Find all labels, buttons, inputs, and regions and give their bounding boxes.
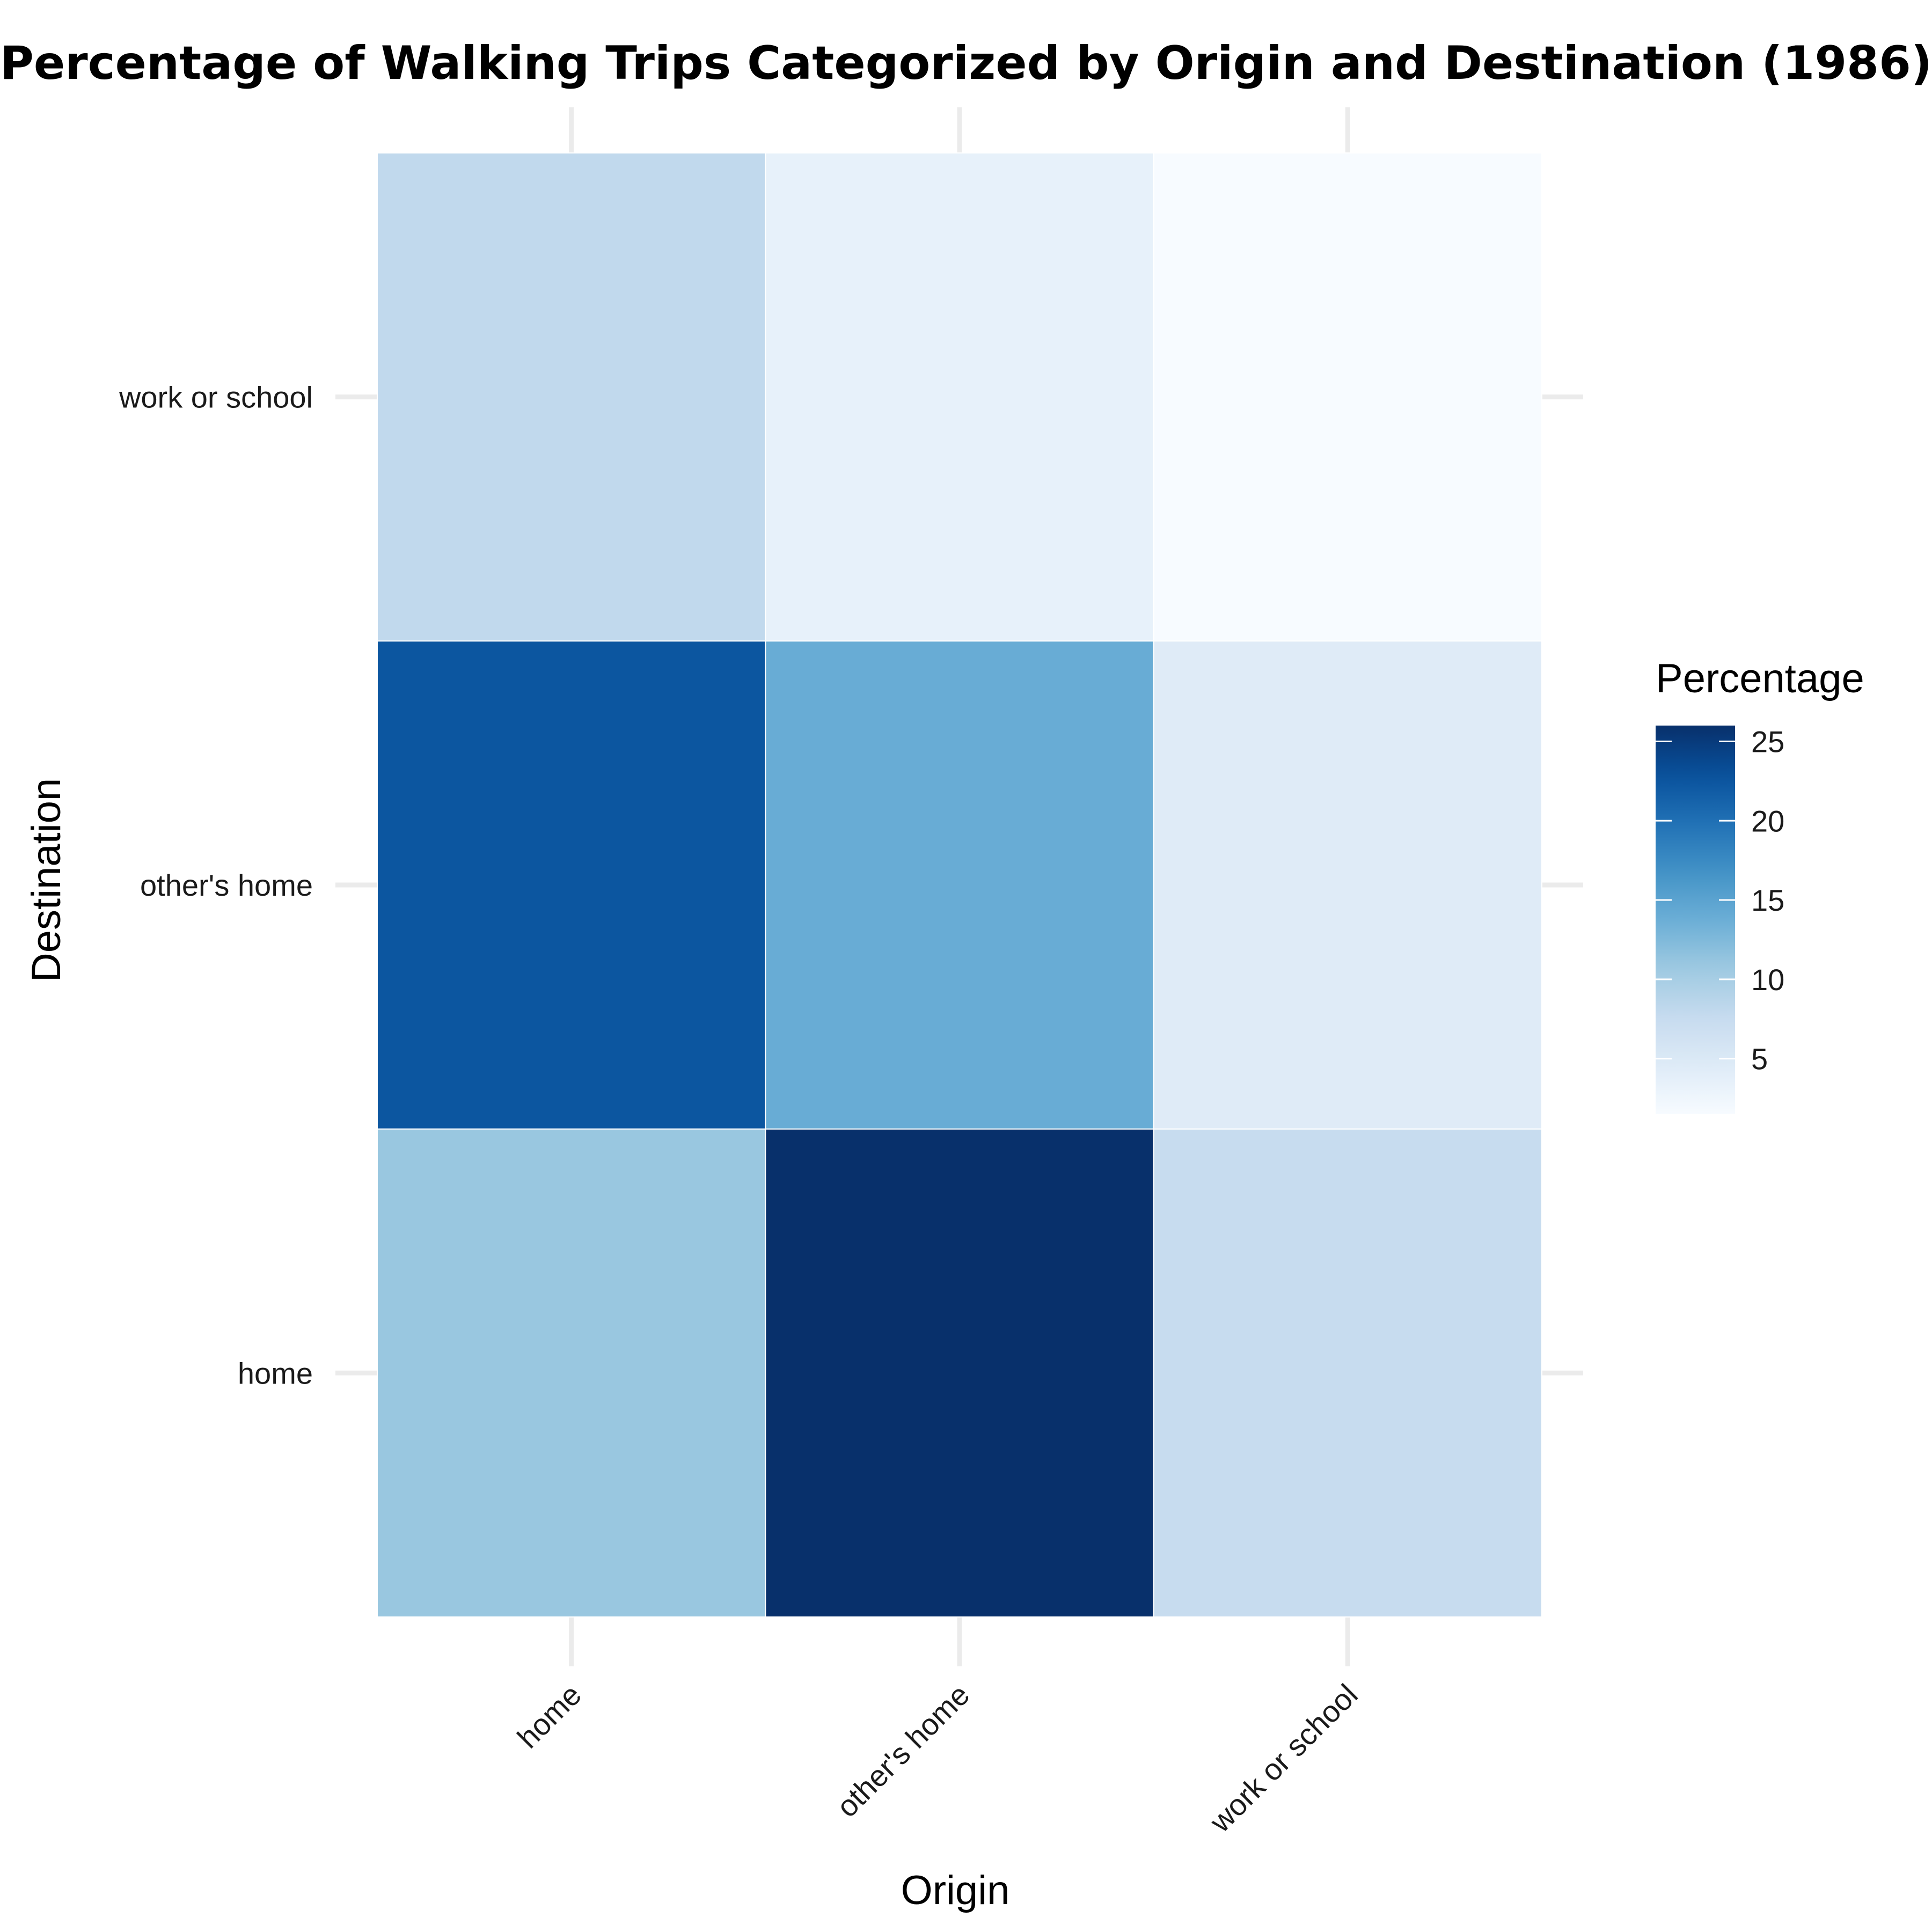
y-tick-label-other-s-home: other's home — [140, 868, 313, 902]
chart-title: Percentage of Walking Trips Categorized … — [0, 36, 1932, 90]
cell-home-to-work-or-school — [377, 152, 766, 642]
cell-other-s-home-to-other-s-home — [765, 640, 1154, 1130]
x-tick-labels: home other's home work or school — [511, 1678, 1364, 1839]
legend-tick-label-25: 25 — [1751, 725, 1784, 759]
cell-work-or-school-to-other-s-home — [1153, 640, 1543, 1130]
legend-colorbar — [1656, 726, 1735, 1114]
heatmap-cells — [377, 152, 1543, 1618]
color-legend: Percentage 5 10 15 20 25 — [1656, 656, 1864, 1114]
legend-tick-label-5: 5 — [1751, 1042, 1768, 1076]
legend-tick-label-15: 15 — [1751, 883, 1784, 917]
x-axis-title: Origin — [901, 1868, 1010, 1913]
y-tick-labels: home other's home work or school — [119, 380, 313, 1391]
legend-title: Percentage — [1656, 656, 1864, 701]
x-tick-label-home: home — [511, 1678, 588, 1755]
x-tick-label-work-or-school: work or school — [1203, 1678, 1364, 1839]
legend-tick-label-20: 20 — [1751, 804, 1784, 838]
legend-tick-label-10: 10 — [1751, 963, 1784, 997]
cell-other-s-home-to-home — [765, 1128, 1154, 1618]
cell-home-to-home — [377, 1128, 766, 1618]
cell-work-or-school-to-home — [1153, 1128, 1543, 1618]
cell-work-or-school-to-work-or-school — [1153, 152, 1543, 642]
x-tick-label-other-s-home: other's home — [830, 1678, 976, 1824]
cell-other-s-home-to-work-or-school — [765, 152, 1154, 642]
y-tick-label-work-or-school: work or school — [119, 380, 313, 414]
y-tick-label-home: home — [238, 1356, 313, 1390]
cell-home-to-other-s-home — [377, 640, 766, 1130]
y-axis-title: Destination — [24, 778, 69, 982]
